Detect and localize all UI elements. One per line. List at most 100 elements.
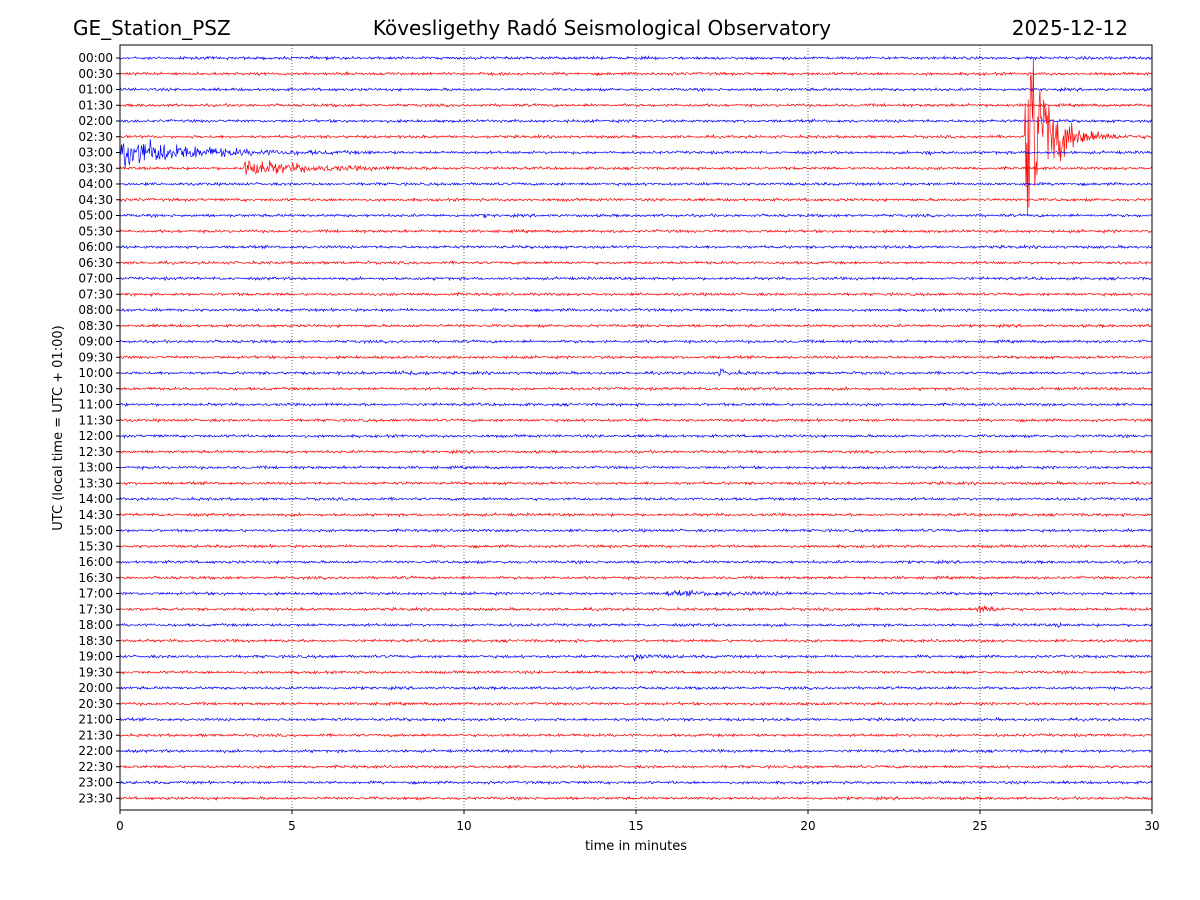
seismogram-trace — [119, 448, 1153, 455]
seismogram-trace — [119, 275, 1153, 282]
plot-frame — [119, 44, 1153, 811]
seismogram-trace — [119, 71, 1153, 77]
seismogram-trace — [119, 228, 1153, 235]
row-time-label: 04:30 — [78, 193, 113, 207]
row-time-label: 08:30 — [78, 319, 113, 333]
seismogram-trace — [119, 367, 1153, 377]
observatory-title: Kövesligethy Radó Seismological Observat… — [373, 16, 831, 40]
x-axis-ticks: 0 5 10 15 20 25 30 — [116, 810, 1160, 833]
seismogram-trace — [119, 527, 1153, 534]
seismogram-trace — [119, 511, 1153, 518]
seismogram-trace — [119, 102, 1153, 109]
seismogram-trace — [119, 291, 1153, 298]
seismogram-trace — [119, 197, 1153, 203]
seismogram-trace — [119, 338, 1153, 345]
row-time-label: 22:30 — [78, 760, 113, 774]
row-time-label: 02:00 — [78, 114, 113, 128]
seismogram-trace — [119, 244, 1153, 250]
x-tick-label: 30 — [1144, 819, 1159, 833]
row-time-label: 23:00 — [78, 776, 113, 790]
x-tick-label: 25 — [972, 819, 987, 833]
row-time-label: 16:30 — [78, 571, 113, 585]
row-time-label: 21:00 — [78, 713, 113, 727]
seismogram-trace — [119, 139, 1153, 168]
seismogram-trace — [119, 57, 1153, 216]
row-time-label: 05:30 — [78, 224, 113, 238]
seismogram-trace — [119, 464, 1153, 471]
seismogram-trace — [119, 748, 1153, 754]
date-label: 2025-12-12 — [1012, 16, 1128, 40]
x-tick-label: 0 — [116, 819, 124, 833]
seismogram-trace — [119, 307, 1153, 313]
seismogram-trace — [119, 589, 1153, 598]
row-time-label: 11:30 — [78, 413, 113, 427]
station-label: GE_Station_PSZ — [73, 16, 231, 40]
seismogram-trace — [119, 354, 1153, 360]
seismogram-trace — [119, 543, 1153, 550]
seismogram-trace — [119, 417, 1153, 424]
seismogram-trace — [119, 496, 1153, 502]
seismogram-trace — [119, 764, 1153, 770]
seismogram-trace — [119, 322, 1153, 329]
row-time-label: 09:00 — [78, 335, 113, 349]
row-time-label: 22:00 — [78, 744, 113, 758]
seismogram-trace — [119, 779, 1153, 786]
row-time-label: 21:30 — [78, 728, 113, 742]
row-time-label: 14:30 — [78, 508, 113, 522]
seismogram-trace — [119, 685, 1153, 692]
row-time-label: 06:00 — [78, 240, 113, 254]
row-time-label: 05:00 — [78, 209, 113, 223]
seismogram-trace — [119, 653, 1153, 663]
seismogram-trace — [119, 638, 1153, 644]
x-axis-label: time in minutes — [585, 839, 687, 854]
row-time-label: 18:30 — [78, 634, 113, 648]
row-time-label: 15:00 — [78, 524, 113, 538]
row-time-label: 02:30 — [78, 130, 113, 144]
row-time-label: 15:30 — [78, 539, 113, 553]
row-time-label: 17:30 — [78, 602, 113, 616]
row-time-label: 10:00 — [78, 366, 113, 380]
row-time-label: 13:30 — [78, 476, 113, 490]
seismogram-trace — [119, 385, 1153, 392]
x-tick-label: 15 — [628, 819, 643, 833]
row-time-label: 20:00 — [78, 681, 113, 695]
seismogram-trace — [119, 160, 1153, 175]
seismogram-trace — [119, 181, 1153, 187]
row-time-label: 10:30 — [78, 382, 113, 396]
row-time-label: 03:00 — [78, 146, 113, 160]
seismogram-trace — [119, 212, 1153, 219]
row-time-label: 18:00 — [78, 618, 113, 632]
row-time-label: 00:00 — [78, 51, 113, 65]
row-time-label: 19:30 — [78, 665, 113, 679]
seismogram-trace — [119, 621, 1153, 629]
seismogram-trace — [119, 795, 1153, 802]
seismogram-trace — [119, 401, 1153, 408]
seismogram-trace — [119, 559, 1153, 565]
x-tick-label: 20 — [800, 819, 815, 833]
row-time-label: 04:00 — [78, 177, 113, 191]
row-time-label: 20:30 — [78, 697, 113, 711]
seismogram-trace — [119, 732, 1153, 739]
row-time-label: 12:00 — [78, 429, 113, 443]
y-axis-label: UTC (local time = UTC + 01:00) — [51, 325, 66, 530]
seismogram-trace — [119, 575, 1153, 581]
x-tick-label: 10 — [456, 819, 471, 833]
row-time-label: 23:30 — [78, 791, 113, 805]
seismogram-trace — [119, 605, 1153, 614]
seismogram-trace — [119, 480, 1153, 487]
seismogram-trace — [119, 701, 1153, 707]
row-time-label: 11:00 — [78, 398, 113, 412]
seismogram-trace — [119, 669, 1153, 675]
row-time-label: 01:00 — [78, 83, 113, 97]
row-time-label: 01:30 — [78, 98, 113, 112]
row-time-label: 09:30 — [78, 350, 113, 364]
x-tick-label: 5 — [288, 819, 296, 833]
row-time-label: 19:00 — [78, 650, 113, 664]
seismogram-trace — [119, 86, 1153, 93]
row-time-label: 14:00 — [78, 492, 113, 506]
row-time-label: 06:30 — [78, 256, 113, 270]
row-time-label: 13:00 — [78, 461, 113, 475]
row-time-label: 08:00 — [78, 303, 113, 317]
